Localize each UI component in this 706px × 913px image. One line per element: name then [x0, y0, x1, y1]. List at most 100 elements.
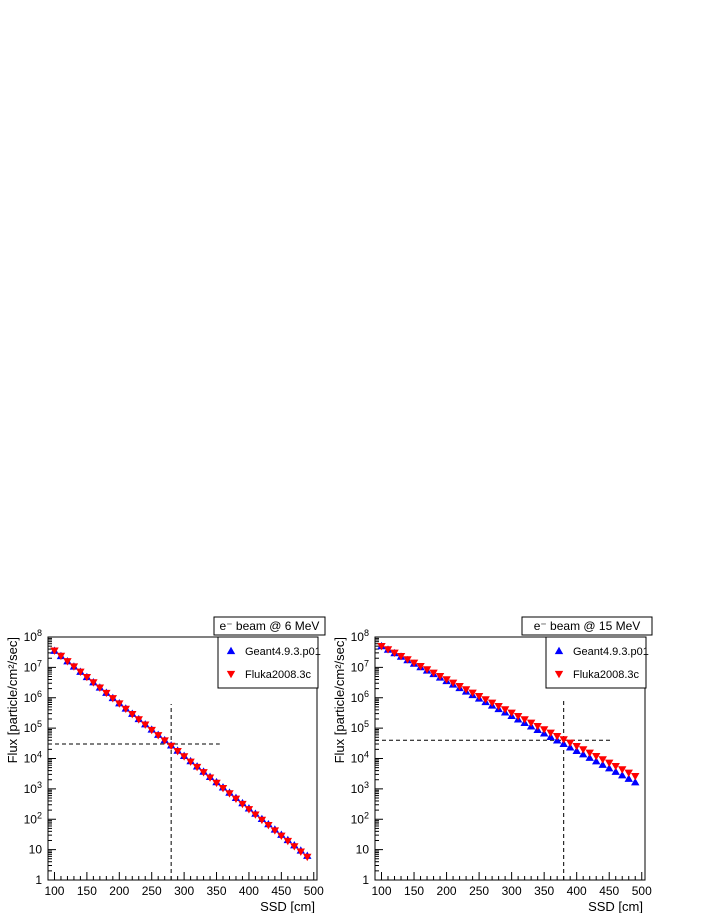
data-point [539, 726, 549, 734]
data-point [578, 746, 588, 754]
legend-label: Fluka2008.3c [245, 669, 312, 681]
legend-box [545, 636, 647, 689]
data-point [416, 662, 425, 671]
data-point [592, 752, 601, 761]
data-point [598, 760, 607, 768]
legend-box [217, 636, 319, 689]
y-tick-label: 104 [24, 750, 42, 766]
data-point [390, 649, 399, 657]
x-tick-label: 250 [469, 884, 489, 898]
data-point [592, 757, 601, 765]
data-point [474, 692, 484, 701]
data-point [76, 668, 85, 677]
x-tick-label: 100 [44, 884, 64, 898]
data-point [578, 750, 588, 758]
series-2 [50, 647, 312, 862]
x-tick-label: 500 [632, 884, 652, 898]
legend-label: Geant4.9.3.p01 [573, 646, 649, 658]
y-tick-label: 105 [24, 719, 42, 735]
data-point [121, 705, 130, 714]
x-tick-label: 200 [109, 884, 129, 898]
x-tick-label: 450 [271, 884, 291, 898]
data-point [251, 811, 260, 819]
data-point [290, 843, 299, 851]
data-point [108, 695, 118, 703]
series-2 [377, 642, 640, 781]
data-point [199, 769, 208, 777]
data-point [166, 742, 176, 751]
data-point [624, 774, 633, 782]
y-tick-label: 103 [24, 780, 42, 796]
data-point [448, 679, 458, 687]
data-point [546, 729, 555, 737]
data-point [442, 676, 451, 684]
data-point [481, 696, 490, 704]
data-point [455, 682, 464, 691]
data-point [585, 753, 594, 761]
data-point [141, 721, 150, 729]
data-point [396, 652, 406, 661]
y-tick-label: 105 [351, 719, 369, 735]
data-point [383, 646, 393, 654]
data-point [500, 706, 510, 714]
data-point [277, 832, 286, 840]
title-box [521, 616, 653, 636]
x-axis-label: SSD [cm] [260, 899, 315, 913]
y-tick-label: 1 [35, 873, 42, 887]
data-point [494, 702, 503, 711]
data-point [605, 764, 614, 772]
y-tick-label: 10 [29, 843, 43, 857]
data-point [238, 800, 247, 809]
data-point [63, 658, 72, 666]
data-point [186, 758, 195, 766]
data-point [50, 647, 59, 655]
data-point [179, 753, 189, 761]
x-tick-label: 300 [174, 884, 194, 898]
y-tick-label: 1 [362, 873, 369, 887]
data-point [429, 669, 438, 677]
x-tick-label: 100 [371, 884, 391, 898]
data-point [303, 853, 312, 862]
data-point [82, 673, 92, 682]
legend-label: Geant4.9.3.p01 [245, 646, 321, 658]
y-tick-label: 106 [24, 689, 42, 705]
data-point [572, 742, 581, 751]
data-point [270, 827, 280, 835]
data-point [507, 709, 516, 717]
data-point [605, 759, 614, 767]
data-point [160, 737, 169, 745]
x-tick-label: 400 [239, 884, 259, 898]
data-point [409, 659, 419, 667]
y-tick-label: 108 [351, 628, 369, 644]
data-point [461, 686, 471, 694]
data-point [56, 652, 66, 661]
y-tick-label: 107 [24, 658, 42, 674]
data-point [631, 772, 640, 781]
data-point [533, 722, 542, 731]
data-point [231, 795, 241, 803]
x-tick-label: 150 [77, 884, 97, 898]
data-point [598, 756, 607, 764]
y-axis-label: Flux [particle/cm²/sec] [332, 637, 347, 763]
data-point [192, 763, 202, 772]
x-tick-label: 150 [404, 884, 424, 898]
x-tick-label: 300 [502, 884, 522, 898]
chart-title: e⁻ beam @ 6 MeV [220, 619, 320, 633]
data-point [128, 710, 137, 719]
x-tick-label: 400 [567, 884, 587, 898]
data-point [487, 699, 497, 707]
data-point [296, 848, 305, 856]
data-point [611, 767, 620, 775]
data-point [403, 656, 412, 664]
data-point [377, 642, 386, 651]
x-tick-label: 450 [599, 884, 619, 898]
x-tick-label: 500 [304, 884, 324, 898]
data-point [520, 716, 529, 724]
legend-marker [554, 646, 564, 655]
chart-panel-1: 100 150 200 250 300 350 400 450 500 1 10 102 103 104 1… [5, 616, 326, 913]
legend-marker [554, 670, 564, 679]
data-point [618, 771, 627, 779]
data-point [611, 762, 620, 771]
data-point [468, 689, 477, 697]
